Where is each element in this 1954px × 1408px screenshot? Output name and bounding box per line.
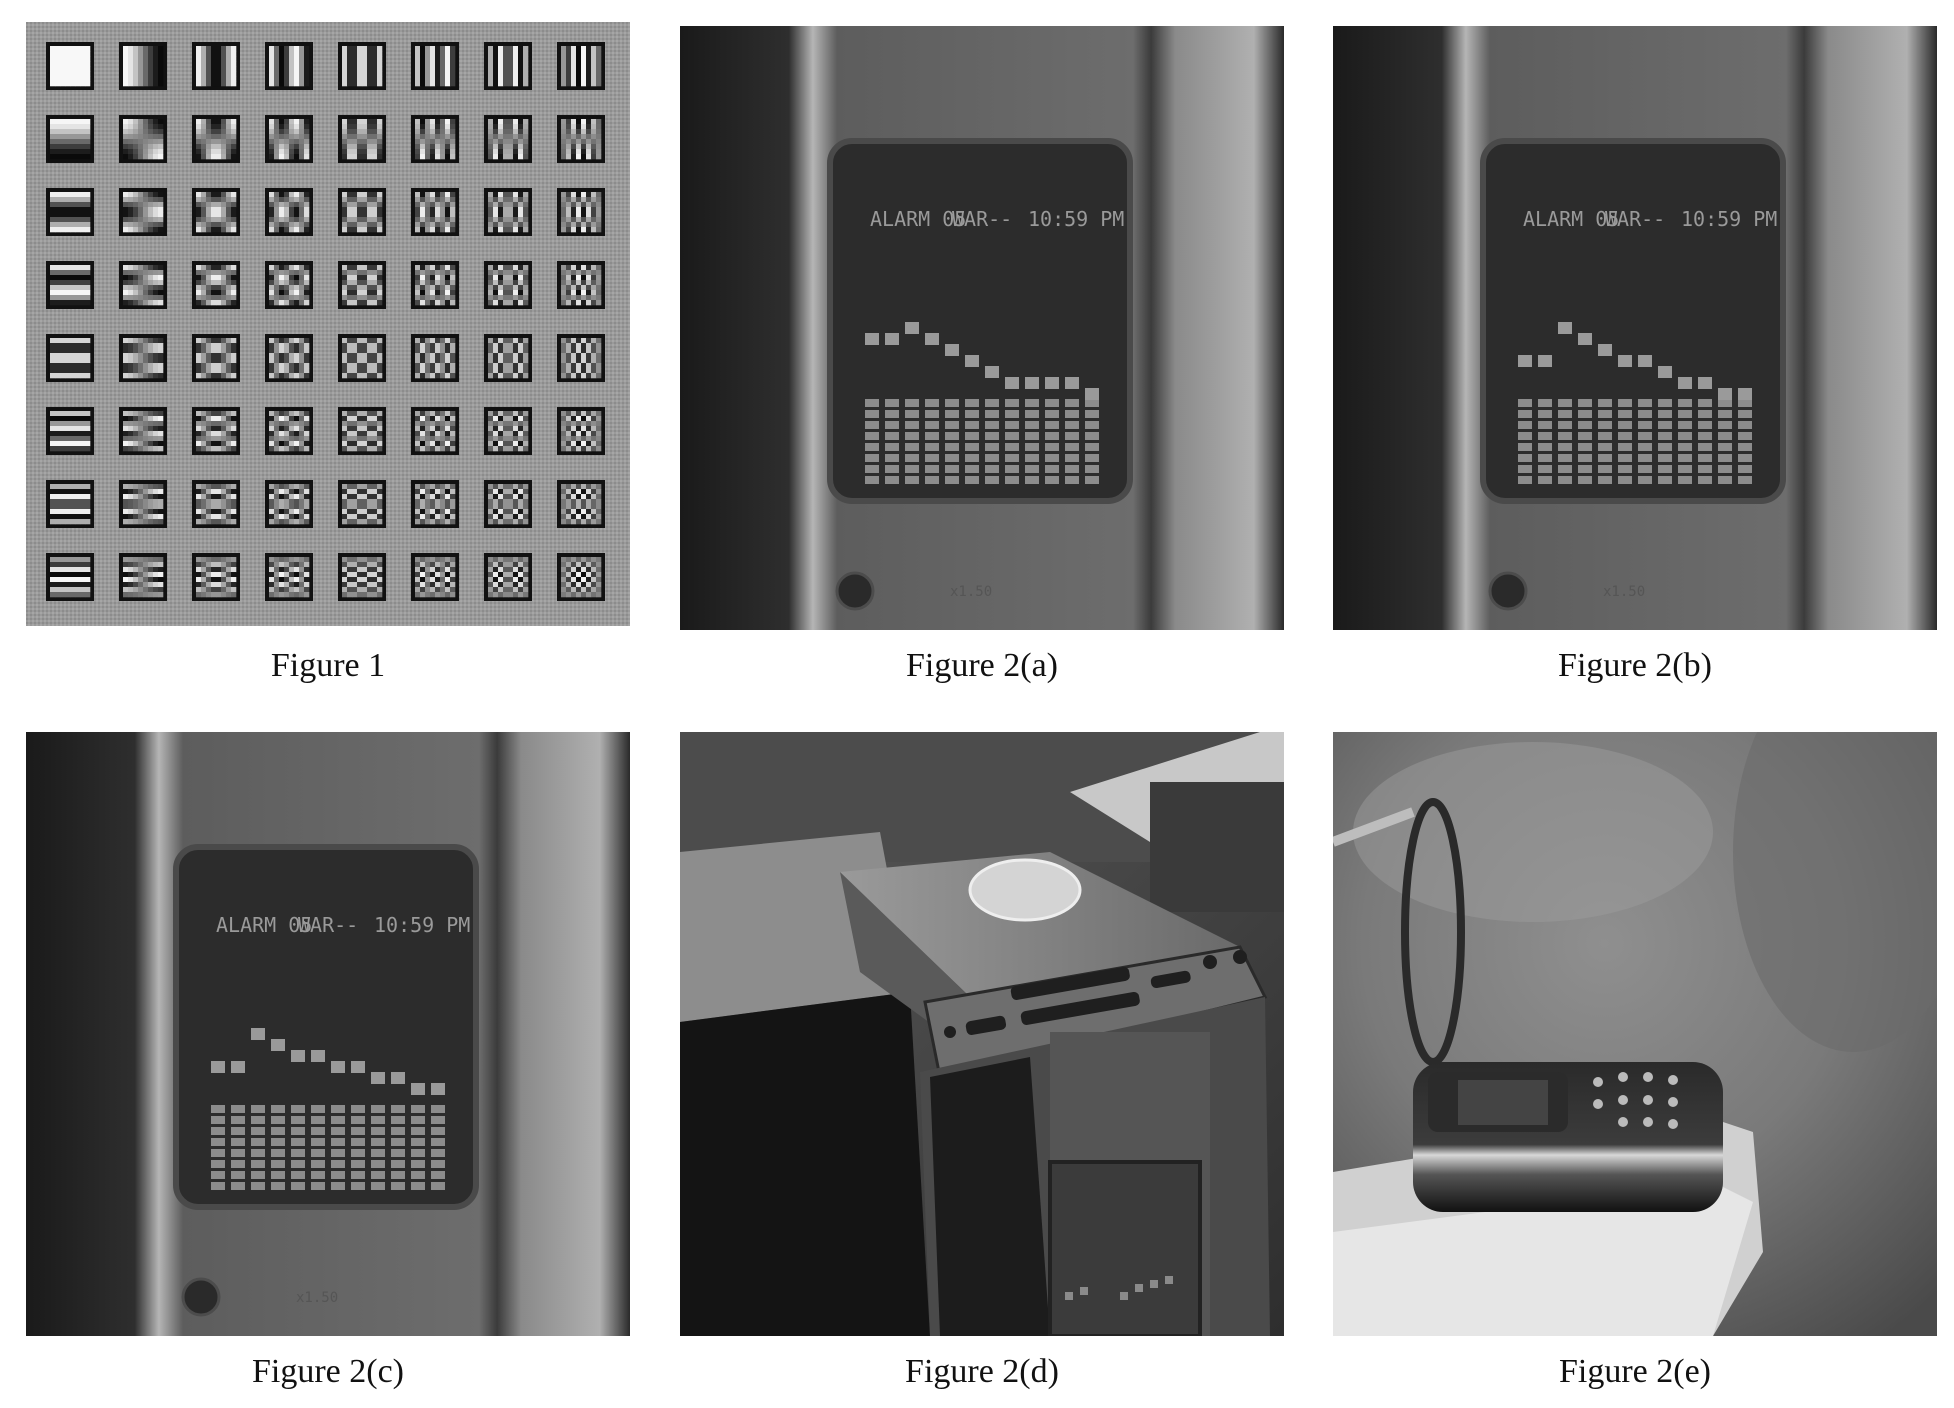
dct-basis-3-3 <box>265 261 313 309</box>
dct-basis-0-3 <box>265 42 313 90</box>
dct-basis-2-1 <box>119 188 167 236</box>
dct-basis-6-1 <box>119 480 167 528</box>
dct-basis-1-7 <box>557 115 605 163</box>
dct-basis-2-3 <box>265 188 313 236</box>
figure-2b-caption: Figure 2(b) <box>1558 647 1712 684</box>
dct-basis-0-5 <box>411 42 459 90</box>
dct-basis-4-3 <box>265 334 313 382</box>
dct-basis-2-6 <box>484 188 532 236</box>
lcd-text: ALARM 05 <box>216 913 312 937</box>
dct-basis-0-1 <box>119 42 167 90</box>
dct-basis-7-2 <box>192 553 240 601</box>
dct-basis-6-7 <box>557 480 605 528</box>
dct-basis-4-2 <box>192 334 240 382</box>
dct-basis-1-1 <box>119 115 167 163</box>
figure-2b-image: ALARM 05 WAR-- 10:59 PM x1.50 <box>1333 26 1937 630</box>
dct-basis-0-2 <box>192 42 240 90</box>
dct-basis-1-3 <box>265 115 313 163</box>
figure-2a-caption: Figure 2(a) <box>905 647 1058 684</box>
dct-basis-0-6 <box>484 42 532 90</box>
dct-basis-2-5 <box>411 188 459 236</box>
dct-basis-1-2 <box>192 115 240 163</box>
dct-basis-6-2 <box>192 480 240 528</box>
figure-2c-image: ALARM 05 WAR-- 10:59 PM x1.50 <box>26 732 630 1336</box>
dct-basis-5-2 <box>192 407 240 455</box>
dct-basis-2-2 <box>192 188 240 236</box>
dct-basis-6-0 <box>46 480 94 528</box>
dct-basis-4-7 <box>557 334 605 382</box>
dct-basis-3-6 <box>484 261 532 309</box>
lcd-text: 10:59 PM <box>1028 207 1124 231</box>
svg-text:x1.50: x1.50 <box>950 584 992 600</box>
dct-basis-7-5 <box>411 553 459 601</box>
dct-basis-0-0 <box>46 42 94 90</box>
dct-basis-3-1 <box>119 261 167 309</box>
dct-basis-6-3 <box>265 480 313 528</box>
figure-2d-image <box>680 732 1284 1336</box>
lcd-text: ALARM 05 <box>870 207 966 231</box>
dct-basis-1-0 <box>46 115 94 163</box>
dct-basis-7-6 <box>484 553 532 601</box>
dct-basis-3-0 <box>46 261 94 309</box>
dct-basis-2-4 <box>338 188 386 236</box>
dct-basis-0-7 <box>557 42 605 90</box>
lcd-text: 10:59 PM <box>374 913 470 937</box>
dct-basis-4-6 <box>484 334 532 382</box>
dct-basis-1-4 <box>338 115 386 163</box>
figure-1-image <box>26 22 630 626</box>
dct-basis-7-4 <box>338 553 386 601</box>
dct-basis-0-4 <box>338 42 386 90</box>
lcd-text: WAR-- <box>298 913 358 937</box>
dct-basis-7-3 <box>265 553 313 601</box>
dct-basis-3-2 <box>192 261 240 309</box>
dct-basis-4-4 <box>338 334 386 382</box>
dct-basis-3-4 <box>338 261 386 309</box>
dct-basis-5-5 <box>411 407 459 455</box>
dct-basis-4-1 <box>119 334 167 382</box>
dct-basis-1-6 <box>484 115 532 163</box>
dct-basis-6-6 <box>484 480 532 528</box>
dct-basis-5-7 <box>557 407 605 455</box>
svg-text:x1.50: x1.50 <box>296 1290 338 1306</box>
lcd-text: ALARM 05 <box>1523 207 1619 231</box>
dct-basis-1-5 <box>411 115 459 163</box>
dct-basis-4-0 <box>46 334 94 382</box>
dct-basis-3-5 <box>411 261 459 309</box>
figure-2e-image <box>1333 732 1937 1336</box>
svg-text:x1.50: x1.50 <box>1603 584 1645 600</box>
dct-basis-5-6 <box>484 407 532 455</box>
dct-basis-5-0 <box>46 407 94 455</box>
lcd-text: 10:59 PM <box>1681 207 1777 231</box>
figure-2e-caption: Figure 2(e) <box>1558 1353 1711 1390</box>
dct-basis-6-4 <box>338 480 386 528</box>
dct-basis-6-5 <box>411 480 459 528</box>
dct-basis-2-7 <box>557 188 605 236</box>
figure-2d-caption: Figure 2(d) <box>905 1353 1059 1390</box>
dct-basis-5-3 <box>265 407 313 455</box>
figure-1-caption: Figure 1 <box>270 647 386 684</box>
dct-basis-7-1 <box>119 553 167 601</box>
dct-basis-5-4 <box>338 407 386 455</box>
figure-2a-image: ALARM 05 WAR-- 10:59 PM x1.50 <box>680 26 1284 630</box>
dct-basis-2-0 <box>46 188 94 236</box>
figure-2c-caption: Figure 2(c) <box>251 1353 404 1390</box>
dct-basis-4-5 <box>411 334 459 382</box>
lcd-text: WAR-- <box>952 207 1012 231</box>
lcd-text: WAR-- <box>1605 207 1665 231</box>
dct-basis-7-0 <box>46 553 94 601</box>
dct-basis-7-7 <box>557 553 605 601</box>
dct-basis-5-1 <box>119 407 167 455</box>
dct-basis-3-7 <box>557 261 605 309</box>
